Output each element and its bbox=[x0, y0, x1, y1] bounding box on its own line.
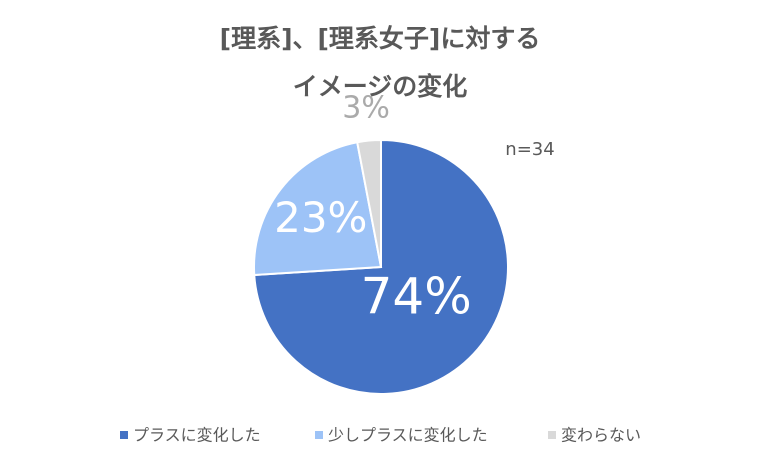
legend-swatch bbox=[315, 431, 323, 439]
chart-title: [理系]、[理系女子]に対する bbox=[220, 24, 541, 53]
data-label: 74% bbox=[361, 268, 472, 326]
pie-slice bbox=[253, 141, 383, 277]
legend-swatch bbox=[548, 431, 556, 439]
pie-slice bbox=[356, 138, 382, 268]
legend-label: 変わらない bbox=[561, 426, 641, 445]
legend-swatch bbox=[120, 431, 128, 439]
annotation: n=34 bbox=[505, 139, 554, 160]
legend-label: 少しプラスに変化した bbox=[328, 426, 488, 445]
legend-label: プラスに変化した bbox=[133, 426, 261, 445]
data-label: 23% bbox=[274, 193, 367, 242]
data-label: 3% bbox=[342, 90, 390, 125]
chart-title: イメージの変化 bbox=[293, 72, 468, 101]
